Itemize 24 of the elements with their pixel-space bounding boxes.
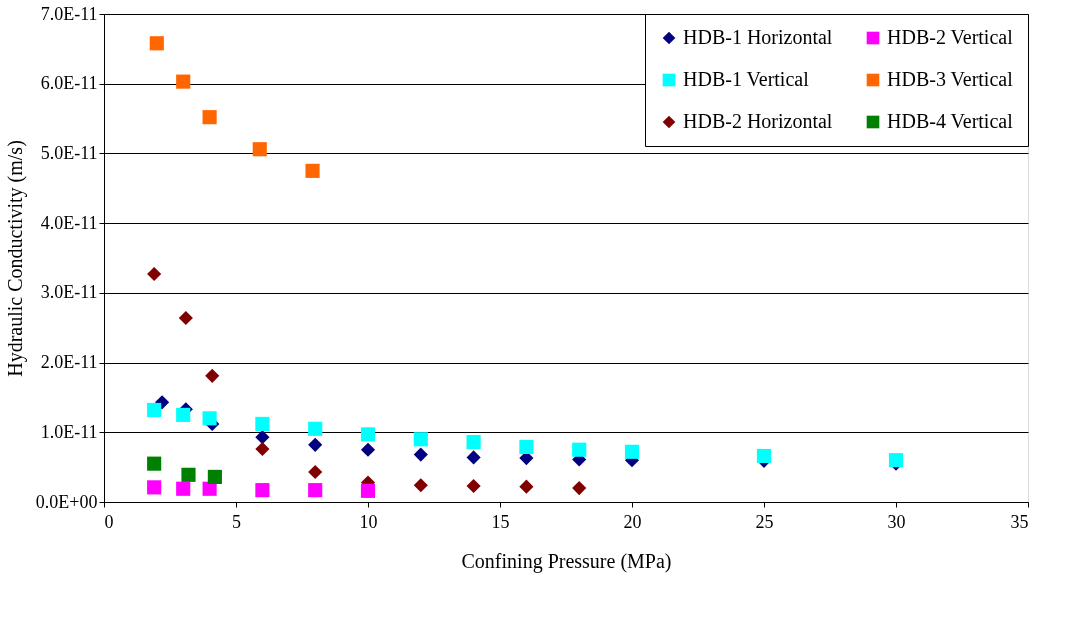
x-tick-label: 15: [491, 511, 510, 532]
x-tick-label: 5: [232, 511, 241, 532]
y-tick-label: 0.0E+00: [35, 491, 98, 512]
legend-label: HDB-1 Horizontal: [683, 26, 833, 48]
legend-label: HDB-2 Vertical: [887, 26, 1014, 48]
x-tick-label: 0: [104, 511, 114, 532]
y-axis-title: Hydraulic Conductivity (m/s): [3, 140, 27, 377]
x-tick-label: 20: [623, 511, 642, 532]
y-tick-label: 7.0E-11: [40, 3, 98, 24]
x-axis-title: Confining Pressure (MPa): [461, 549, 672, 573]
y-tick-label: 3.0E-11: [40, 282, 98, 303]
x-tick-label: 10: [359, 511, 378, 532]
y-tick-label: 2.0E-11: [40, 352, 98, 373]
y-tick-label: 6.0E-11: [40, 73, 98, 94]
x-tick-label: 25: [755, 511, 774, 532]
x-tick-label: 35: [1010, 511, 1029, 532]
legend-label: HDB-1 Vertical: [683, 68, 810, 90]
y-tick-label: 4.0E-11: [40, 212, 98, 233]
legend-label: HDB-3 Vertical: [887, 68, 1014, 90]
y-tick-label: 5.0E-11: [40, 142, 98, 163]
legend-label: HDB-4 Vertical: [887, 110, 1014, 132]
x-tick-label: 30: [887, 511, 906, 532]
y-tick-label: 1.0E-11: [40, 421, 98, 442]
legend-label: HDB-2 Horizontal: [683, 110, 833, 132]
